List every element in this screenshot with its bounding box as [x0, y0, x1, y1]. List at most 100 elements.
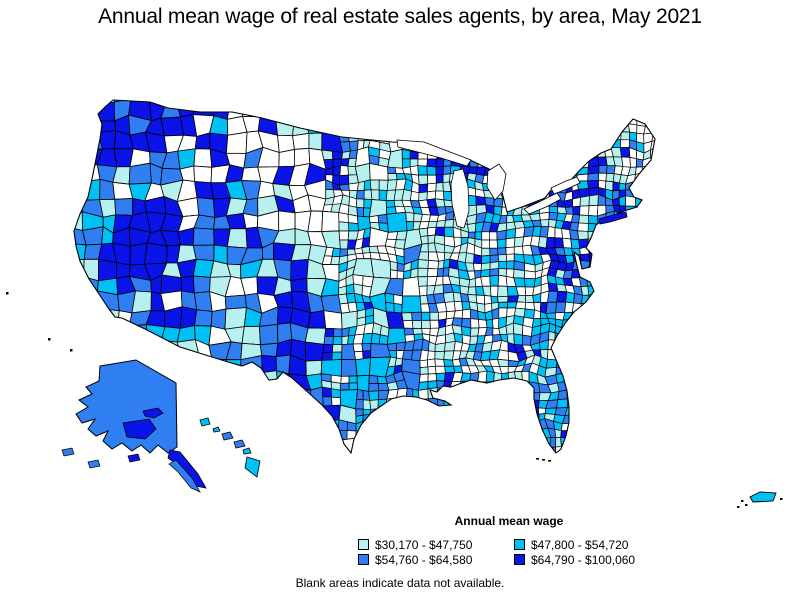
map-area	[662, 383, 670, 390]
map-area	[377, 420, 388, 430]
map-area	[336, 100, 349, 109]
map-area	[304, 327, 327, 345]
map-area	[410, 436, 420, 447]
map-area	[669, 383, 678, 391]
map-area	[506, 454, 516, 464]
map-area	[522, 163, 531, 175]
map-area	[459, 146, 470, 158]
map-area	[573, 397, 583, 406]
map-area	[651, 318, 655, 330]
map-area	[643, 100, 654, 106]
map-area	[501, 395, 510, 408]
map-area	[209, 407, 227, 425]
legend-grid: $30,170 - $47,750 $47,800 - $54,720 $54,…	[358, 538, 660, 567]
map-area	[549, 100, 559, 109]
map-area	[257, 103, 280, 120]
map-area	[621, 454, 631, 463]
map-area	[451, 87, 461, 96]
map-area	[612, 428, 621, 440]
map-area	[566, 159, 574, 170]
map-area	[633, 306, 645, 318]
map-area	[593, 372, 604, 385]
map-area	[603, 325, 615, 336]
map-area	[443, 452, 454, 453]
map-area	[401, 108, 413, 118]
map-area	[378, 189, 388, 201]
map-area	[340, 158, 350, 167]
map-area	[547, 148, 559, 160]
map-area	[618, 276, 628, 288]
map-area	[595, 460, 606, 469]
map-area	[619, 258, 629, 270]
map-area	[412, 398, 421, 410]
map-area	[362, 252, 372, 260]
map-area	[611, 291, 621, 301]
map-area	[612, 83, 620, 93]
map-area	[651, 350, 655, 362]
map-area	[427, 102, 435, 112]
map-area	[669, 94, 679, 105]
map-area	[355, 252, 365, 260]
map-area	[663, 231, 669, 239]
map-area	[669, 238, 676, 246]
map-area	[529, 181, 541, 191]
map-area	[529, 172, 541, 183]
map-area	[272, 100, 292, 106]
map-area	[579, 350, 590, 359]
map-area	[74, 166, 87, 182]
map-area	[432, 104, 443, 112]
map-area	[634, 178, 645, 190]
map-area	[355, 115, 365, 126]
map-area	[640, 306, 653, 319]
map-area	[445, 460, 454, 468]
map-area	[411, 452, 423, 453]
map-area	[652, 253, 655, 263]
map-area	[605, 341, 616, 352]
map-area	[114, 198, 134, 216]
map-area	[437, 408, 445, 417]
map-area	[484, 124, 493, 136]
map-area	[489, 239, 498, 249]
map-area	[634, 363, 647, 373]
map-area	[618, 306, 628, 317]
map-area	[524, 277, 536, 288]
map-area	[667, 462, 675, 470]
map-area	[618, 100, 627, 110]
map-area	[602, 428, 614, 440]
map-area	[419, 349, 429, 362]
map-area	[513, 83, 524, 93]
map-area	[651, 267, 655, 277]
map-area	[627, 445, 639, 453]
map-area	[594, 419, 606, 429]
map-area	[556, 167, 568, 178]
map-area	[617, 381, 626, 392]
florida-keys-dot	[542, 459, 545, 461]
map-area	[332, 344, 343, 353]
map-area	[475, 114, 486, 128]
map-area	[488, 231, 498, 241]
map-area	[384, 406, 397, 416]
map-area	[577, 462, 587, 470]
map-area	[666, 174, 676, 182]
map-area	[650, 173, 655, 186]
map-area	[585, 435, 595, 447]
map-area	[402, 115, 413, 127]
map-area	[505, 228, 517, 240]
map-area	[659, 292, 667, 302]
map-area	[481, 231, 490, 241]
map-area	[666, 323, 676, 335]
map-area	[164, 100, 182, 106]
map-area	[368, 390, 380, 401]
map-area	[650, 300, 655, 311]
map-area	[356, 374, 370, 392]
map-area	[497, 429, 510, 442]
map-area	[580, 355, 590, 367]
map-area	[74, 340, 88, 360]
map-area	[394, 396, 407, 408]
map-area	[484, 134, 494, 145]
map-area	[605, 243, 616, 254]
map-area	[192, 244, 215, 262]
map-area	[652, 462, 662, 470]
map-area	[444, 408, 452, 417]
